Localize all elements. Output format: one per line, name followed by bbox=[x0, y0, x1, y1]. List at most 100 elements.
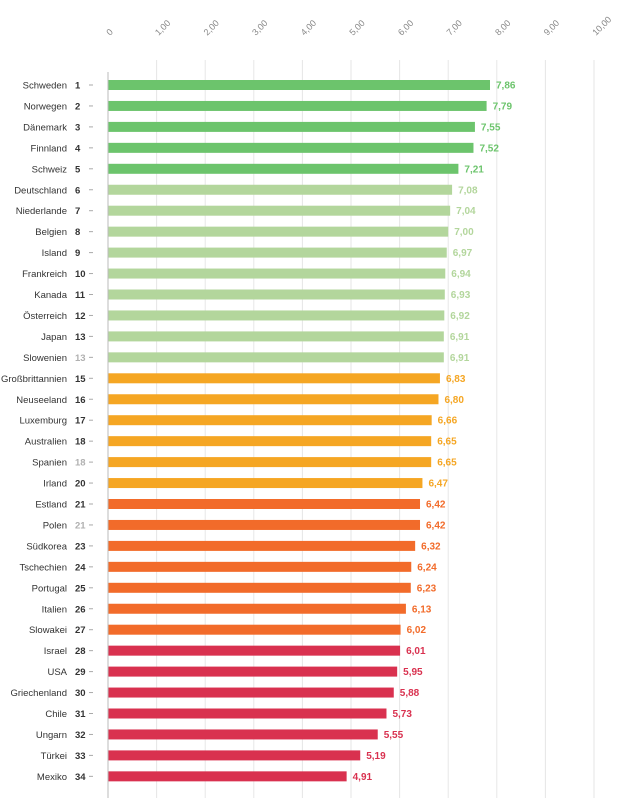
value-label: 6,47 bbox=[428, 479, 448, 490]
x-axis-ticks: 0 1,00 2,00 3,00 4,00 5,00 6,00 7,00 8,00 9,00 10,… bbox=[104, 14, 613, 37]
rank-label: 18 bbox=[75, 437, 86, 448]
value-label: 5,19 bbox=[366, 751, 386, 762]
rank-label: 31 bbox=[75, 709, 86, 720]
value-label: 6,94 bbox=[451, 269, 471, 280]
rank-label: 32 bbox=[75, 730, 86, 741]
rank-label: 12 bbox=[75, 311, 86, 322]
value-label: 6,93 bbox=[451, 290, 471, 301]
country-label: Kanada bbox=[34, 290, 67, 301]
country-label: Australien bbox=[25, 437, 67, 448]
rank-label: 3 bbox=[75, 122, 80, 133]
rank-label: 15 bbox=[75, 374, 86, 385]
bar bbox=[108, 457, 432, 468]
value-label: 6,65 bbox=[437, 458, 457, 469]
country-label: Chile bbox=[45, 709, 67, 720]
bars bbox=[108, 80, 490, 782]
bar bbox=[108, 499, 421, 509]
rank-label: 10 bbox=[75, 269, 86, 280]
bar bbox=[108, 771, 347, 782]
rank-label: 20 bbox=[75, 479, 86, 490]
rank-label: 13 bbox=[75, 353, 86, 364]
country-label: Schweden bbox=[23, 81, 67, 92]
bar bbox=[108, 729, 378, 740]
value-label: 7,52 bbox=[479, 143, 499, 154]
value-label: 6,23 bbox=[417, 583, 437, 594]
value-label: 7,08 bbox=[458, 185, 478, 196]
x-tick-label: 7,00 bbox=[445, 18, 464, 37]
country-label: USA bbox=[47, 667, 67, 678]
country-label: Niederlande bbox=[16, 206, 67, 217]
rank-label: 26 bbox=[75, 604, 86, 615]
value-label: 6,01 bbox=[406, 646, 426, 657]
country-label: Mexiko bbox=[37, 772, 67, 783]
rank-label: 2 bbox=[75, 101, 80, 112]
rank-label: 1 bbox=[75, 81, 81, 92]
country-label: Polen bbox=[43, 520, 67, 531]
bar bbox=[108, 750, 361, 761]
country-label: Irland bbox=[43, 479, 67, 490]
value-label: 6,83 bbox=[446, 374, 466, 385]
rank-label: 6 bbox=[75, 185, 80, 196]
value-label: 6,02 bbox=[407, 625, 427, 636]
value-label: 6,91 bbox=[450, 353, 470, 364]
bar bbox=[108, 289, 445, 300]
bar bbox=[108, 645, 401, 656]
country-label: Italien bbox=[42, 604, 67, 615]
value-label: 6,80 bbox=[444, 395, 464, 406]
country-label: Slowakei bbox=[29, 625, 67, 636]
country-label: Österreich bbox=[23, 311, 67, 322]
rank-label: 8 bbox=[75, 227, 80, 238]
x-tick-label: 1,00 bbox=[153, 18, 172, 37]
bar bbox=[108, 436, 432, 447]
rank-label: 5 bbox=[75, 164, 81, 175]
x-tick-label: 0 bbox=[104, 27, 115, 38]
bar bbox=[108, 247, 447, 258]
country-label: Finnland bbox=[31, 143, 67, 154]
rank-label: 23 bbox=[75, 541, 86, 552]
country-label: Norwegen bbox=[24, 101, 67, 112]
rank-label: 33 bbox=[75, 751, 86, 762]
value-label: 7,00 bbox=[454, 227, 474, 238]
value-label: 7,55 bbox=[481, 122, 501, 133]
country-label: Frankreich bbox=[22, 269, 67, 280]
rank-label: 17 bbox=[75, 416, 86, 427]
rank-label: 21 bbox=[75, 500, 86, 511]
bar bbox=[108, 142, 474, 153]
rank-label: 27 bbox=[75, 625, 86, 636]
value-label: 6,91 bbox=[450, 332, 470, 343]
rank-label: 30 bbox=[75, 688, 86, 699]
x-tick-label: 2,00 bbox=[202, 18, 221, 37]
bar bbox=[108, 582, 411, 593]
bar bbox=[108, 666, 398, 677]
country-label: Deutschland bbox=[14, 185, 67, 196]
country-label: Südkorea bbox=[26, 541, 67, 552]
value-label: 4,91 bbox=[353, 772, 373, 783]
rank-label: 16 bbox=[75, 395, 86, 406]
rank-label: 13 bbox=[75, 332, 86, 343]
country-label: Japan bbox=[41, 332, 67, 343]
country-label: Slowenien bbox=[23, 353, 67, 364]
rank-label: 25 bbox=[75, 583, 86, 594]
grid-layer bbox=[156, 60, 595, 798]
rank-label: 18 bbox=[75, 458, 86, 469]
value-label: 6,13 bbox=[412, 604, 432, 615]
rank-label: 28 bbox=[75, 646, 86, 657]
x-tick-label: 10,00 bbox=[590, 14, 613, 37]
country-label: Portugal bbox=[32, 583, 67, 594]
value-label: 5,95 bbox=[403, 667, 423, 678]
x-tick-label: 5,00 bbox=[347, 18, 366, 37]
country-label: Luxemburg bbox=[19, 416, 67, 427]
bar bbox=[108, 268, 446, 279]
bar bbox=[108, 415, 432, 426]
bar bbox=[108, 373, 440, 384]
country-label: Tschechien bbox=[19, 562, 67, 573]
country-label: Neuseeland bbox=[16, 395, 67, 406]
value-label: 6,42 bbox=[426, 500, 446, 511]
country-label: Belgien bbox=[35, 227, 67, 238]
bar bbox=[108, 226, 449, 237]
x-tick-label: 9,00 bbox=[542, 18, 561, 37]
bar bbox=[108, 708, 387, 719]
bar bbox=[108, 540, 416, 551]
